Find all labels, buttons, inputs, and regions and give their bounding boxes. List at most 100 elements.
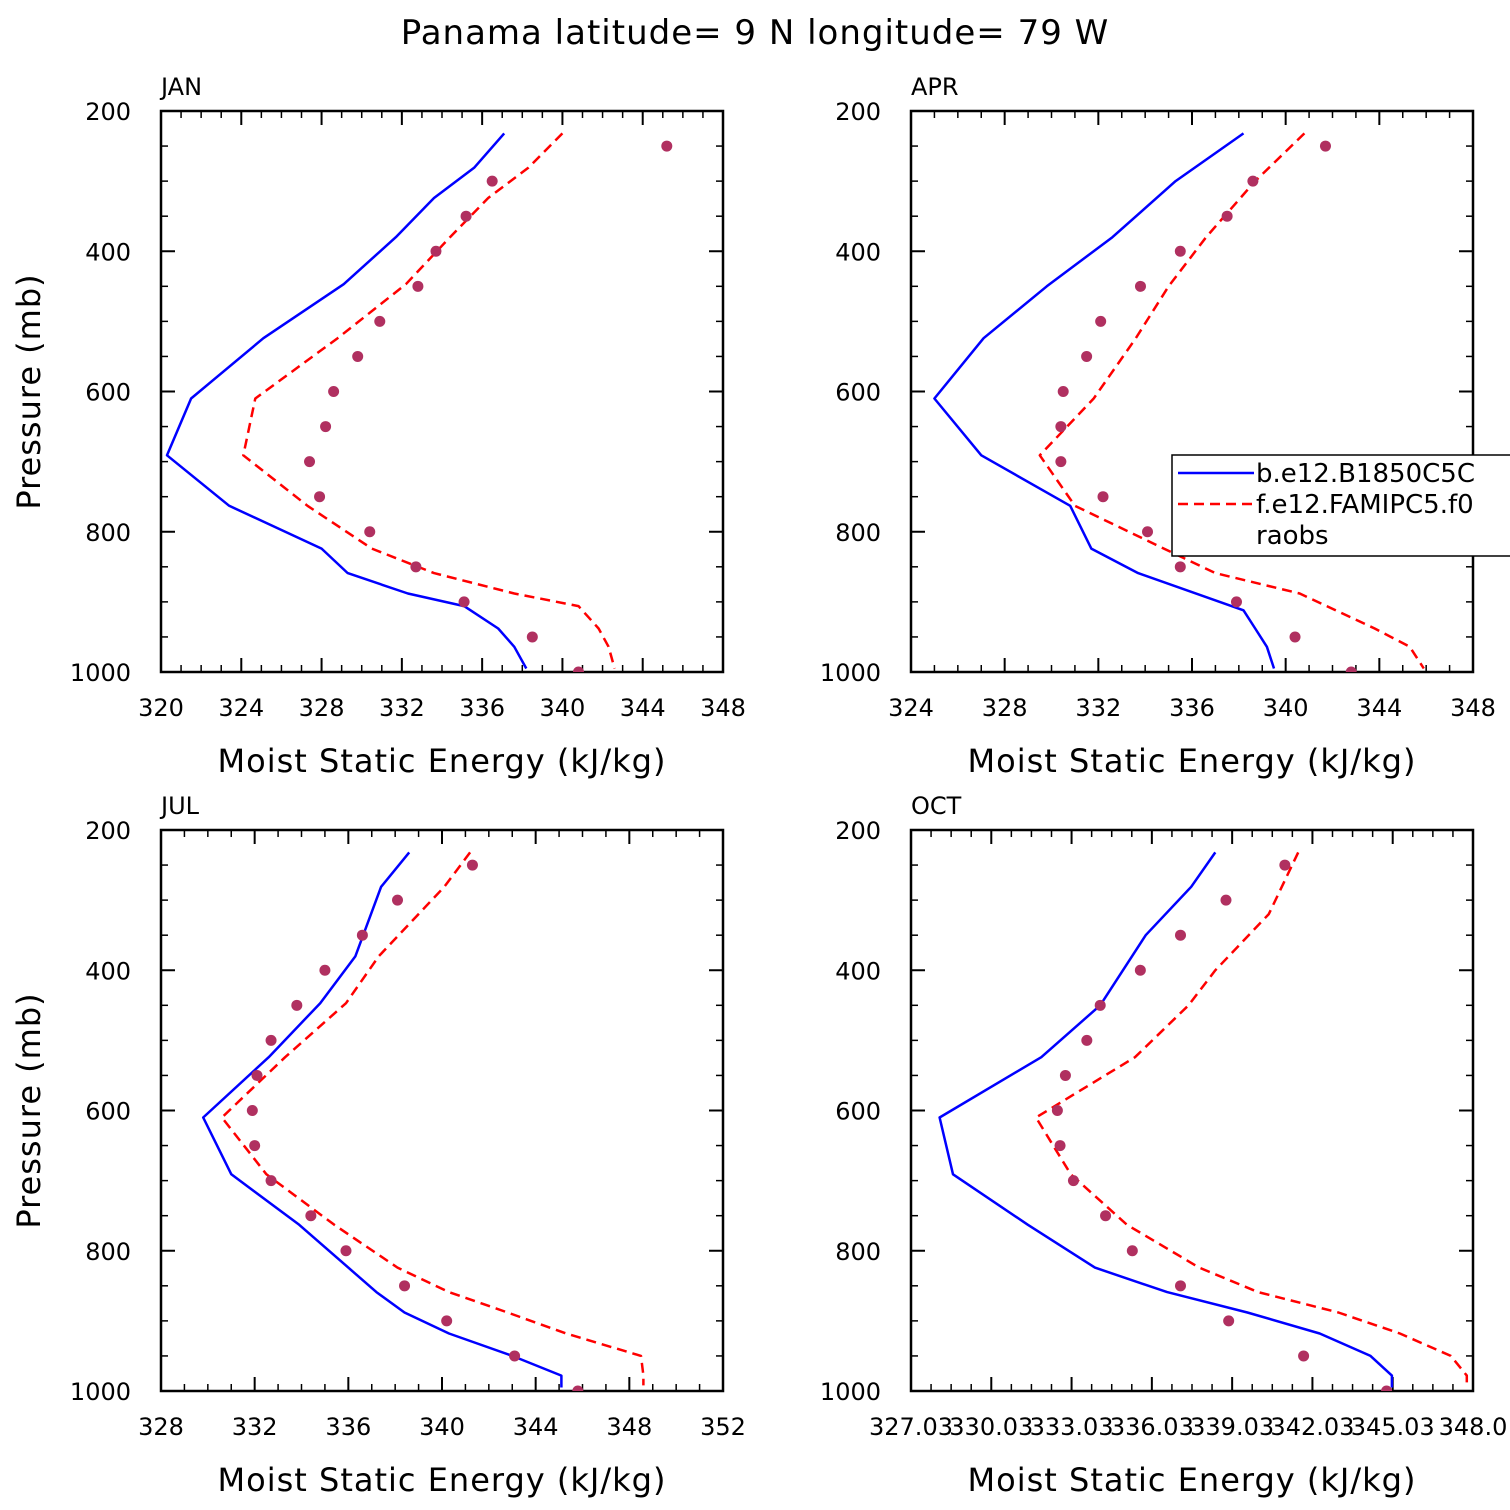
raobs-point <box>265 1034 277 1046</box>
raobs-point <box>314 491 326 503</box>
y-tick-label: 600 <box>85 379 131 407</box>
x-tick-label: 340 <box>1263 694 1309 722</box>
plot-frame <box>909 828 1475 1393</box>
raobs-point <box>352 350 364 362</box>
raobs-point <box>430 245 442 257</box>
y-axis-label: Pressure (mb) <box>10 992 48 1228</box>
raobs-point <box>509 1350 521 1362</box>
x-tick-label: 330.03 <box>949 1413 1033 1441</box>
raobs-point <box>1223 1315 1235 1327</box>
legend-entry-label: b.e12.B1850C5C <box>1256 459 1475 489</box>
raobs-point <box>374 315 386 327</box>
raobs-point <box>305 1210 317 1222</box>
raobs-point <box>304 456 316 468</box>
raobs-point <box>1289 631 1301 643</box>
legend-entry-label: raobs <box>1256 521 1329 551</box>
y-tick-label: 1000 <box>820 659 881 687</box>
x-tick-label: 328 <box>982 694 1028 722</box>
raobs-point <box>1221 210 1233 222</box>
series-group <box>933 132 1425 672</box>
x-tick-label: 344 <box>620 694 666 722</box>
x-tick-label: 352 <box>700 1413 746 1441</box>
panel-apr: APR 324 328 332 336 340 344 348 200 400 600 800 1000… <box>820 73 1496 780</box>
panels: JAN 320 324 328 332 336 340 344 348 200 400 600 800 1… <box>10 73 1507 1499</box>
b-series-line <box>201 851 563 1388</box>
raobs-point <box>1055 421 1067 433</box>
y-tick-label: 1000 <box>820 1378 881 1406</box>
raobs-point <box>441 1315 453 1327</box>
y-tick-label: 200 <box>835 817 881 845</box>
plot-frame <box>909 109 1475 674</box>
series-group <box>938 851 1469 1391</box>
raobs-point <box>1067 1175 1079 1187</box>
x-tick-label: 340 <box>419 1413 465 1441</box>
plot-frame <box>159 828 725 1393</box>
x-axis-label: Moist Static Energy (kJ/kg) <box>218 742 667 780</box>
raobs-point <box>1381 1385 1393 1391</box>
raobs-point <box>392 894 404 906</box>
x-tick-label: 328 <box>138 1413 184 1441</box>
raobs-point <box>410 561 422 573</box>
y-tick-label: 400 <box>85 957 131 985</box>
x-tick-label: 336 <box>459 694 505 722</box>
y-tick-label: 400 <box>835 238 881 266</box>
x-tick-label: 332 <box>379 694 425 722</box>
panel-title: APR <box>911 73 959 101</box>
raobs-point <box>1298 1350 1310 1362</box>
x-axis-label: Moist Static Energy (kJ/kg) <box>968 742 1417 780</box>
y-tick-label: 1000 <box>70 1378 131 1406</box>
raobs-point <box>526 631 538 643</box>
y-tick-label: 1000 <box>70 659 131 687</box>
raobs-point <box>572 666 584 672</box>
raobs-point <box>1230 596 1242 608</box>
raobs-point <box>320 421 332 433</box>
figure-title: Panama latitude= 9 N longitude= 79 W <box>401 13 1110 53</box>
y-axis-label: Pressure (mb) <box>10 273 48 509</box>
raobs-point <box>1174 245 1186 257</box>
raobs-point <box>1059 1069 1071 1081</box>
raobs-point <box>1319 140 1331 152</box>
raobs-point <box>661 140 673 152</box>
raobs-point <box>328 386 340 397</box>
y-tick-label: 800 <box>85 519 131 547</box>
raobs-point <box>319 964 331 976</box>
x-tick-label: 332 <box>1075 694 1121 722</box>
y-tick-label: 400 <box>835 957 881 985</box>
raobs-point <box>466 859 478 871</box>
f-series-line <box>1034 851 1469 1388</box>
x-tick-label: 320 <box>138 694 184 722</box>
plot-frame <box>159 109 725 674</box>
x-tick-label: 344 <box>513 1413 559 1441</box>
raobs-point <box>249 1140 261 1152</box>
y-tick-label: 800 <box>85 1238 131 1266</box>
raobs-point <box>412 280 424 292</box>
raobs-point <box>572 1385 584 1391</box>
raobs-point <box>486 175 498 187</box>
x-tick-label: 345.03 <box>1351 1413 1435 1441</box>
b-series-line <box>165 132 528 670</box>
b-series-line <box>933 132 1276 669</box>
raobs-point <box>1345 666 1357 672</box>
x-tick-label: 340 <box>540 694 586 722</box>
raobs-point <box>1081 350 1093 362</box>
raobs-point <box>1095 315 1107 327</box>
x-tick-label: 333.03 <box>1030 1413 1114 1441</box>
y-tick-label: 800 <box>835 519 881 547</box>
series-group <box>201 851 645 1391</box>
x-tick-label: 339.03 <box>1190 1413 1274 1441</box>
x-tick-label: 348.0 <box>1439 1413 1508 1441</box>
raobs-point <box>1134 964 1146 976</box>
x-tick-label: 328 <box>299 694 345 722</box>
y-tick-label: 800 <box>835 1238 881 1266</box>
x-tick-label: 324 <box>218 694 264 722</box>
y-tick-label: 400 <box>85 238 131 266</box>
panel-jan: JAN 320 324 328 332 336 340 344 348 200 400 600 800 1… <box>10 73 746 780</box>
x-axis-label: Moist Static Energy (kJ/kg) <box>218 1461 667 1499</box>
panel-oct: OCT327.03330.03333.03336.03339.03342.033… <box>820 792 1507 1499</box>
panel-title: JUL <box>159 792 200 820</box>
raobs-point <box>1279 859 1291 871</box>
raobs-point <box>399 1280 411 1292</box>
raobs-point <box>1174 561 1186 573</box>
